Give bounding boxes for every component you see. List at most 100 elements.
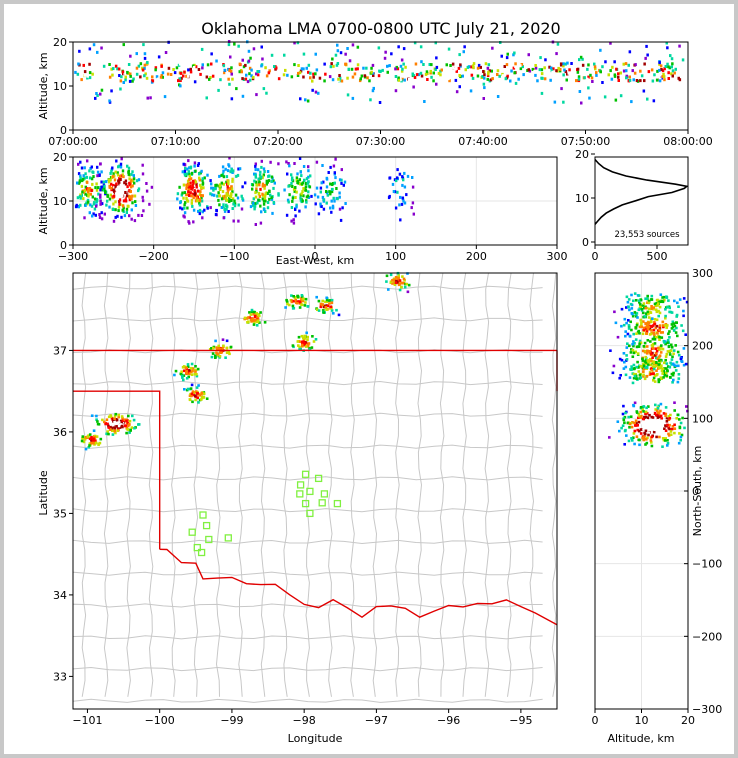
alt-ew-source: [262, 167, 266, 171]
ns-alt-source: [643, 425, 647, 429]
alt-ew-source: [222, 196, 225, 200]
alt-time-source: [677, 76, 680, 80]
alt-ew-source: [220, 197, 224, 201]
alt-ew-source: [86, 159, 89, 163]
alt-time-source: [234, 70, 238, 74]
ns-alt-source: [677, 377, 681, 380]
alt-ew-source: [304, 188, 308, 192]
map-source: [243, 316, 247, 320]
alt-ew-source: [98, 174, 101, 177]
alt-ew-source: [331, 206, 335, 210]
ns-alt-source: [665, 371, 668, 375]
alt-time-source: [273, 65, 276, 68]
alt-time-source: [124, 78, 127, 82]
alt-ew-source: [129, 181, 132, 185]
alt-time-source: [210, 69, 214, 73]
map-source: [110, 427, 114, 430]
alt-ew-source: [210, 182, 213, 186]
alt-ew-source: [125, 194, 129, 198]
map-source: [319, 305, 323, 309]
alt-ew-source: [189, 191, 192, 195]
alt-ew-source: [196, 164, 200, 167]
ns-alt-source: [678, 425, 682, 429]
alt-time-source: [477, 63, 481, 67]
alt-ew-source: [287, 200, 290, 204]
ns-alt-source: [668, 353, 672, 356]
alt-ew-source: [317, 212, 321, 216]
alt-time-source: [311, 79, 314, 83]
alt-time-source: [595, 71, 598, 75]
map-source: [290, 294, 293, 297]
alt-time-source: [435, 82, 438, 86]
alt-time-source: [247, 49, 251, 53]
alt-time-source: [395, 65, 398, 69]
map-source: [393, 283, 397, 286]
alt-time-source: [506, 52, 509, 56]
alt-ew-source: [338, 178, 342, 182]
alt-ew-source: [92, 175, 95, 179]
county-line: [283, 272, 288, 697]
map-source: [246, 321, 249, 324]
ns-alt-source: [647, 301, 651, 305]
map-source: [187, 375, 190, 379]
alt-time-source: [413, 76, 417, 79]
ns-alt-source: [639, 410, 642, 414]
alt-time-source: [603, 95, 607, 99]
alt-time-source: [528, 72, 531, 76]
alt-ew-source: [110, 169, 113, 173]
map-source: [137, 423, 141, 426]
map-source: [190, 373, 194, 376]
alt-time-source: [517, 77, 520, 81]
alt-time-source: [583, 76, 586, 80]
alt-ew-source: [189, 181, 192, 185]
alt-ew-source: [261, 182, 265, 186]
county-line: [72, 412, 543, 417]
alt-ew-source: [326, 193, 329, 197]
alt-time-source: [143, 52, 147, 56]
alt-ew-source: [92, 212, 95, 216]
map-source: [317, 309, 321, 312]
alt-time-source: [205, 96, 208, 100]
alt-ew-source: [288, 193, 291, 197]
ns-alt-source: [658, 354, 662, 357]
alt-time-source: [237, 44, 240, 48]
ns-alt-source: [668, 427, 671, 431]
alt-time-source: [241, 94, 245, 98]
ns-alt-source: [650, 307, 653, 311]
map-source: [109, 423, 112, 426]
ns-alt-source: [648, 350, 651, 353]
ns-alt-source: [644, 355, 647, 359]
map-source-density: [80, 271, 411, 451]
ns-alt-source: [685, 405, 688, 408]
alt-time-source: [193, 63, 196, 67]
map-source: [292, 306, 296, 310]
county-line: [81, 272, 87, 697]
alt-ew-source: [191, 204, 194, 208]
alt-time-source: [146, 61, 149, 64]
alt-time-source: [455, 69, 458, 73]
map-source: [407, 283, 411, 287]
alt-ew-source: [230, 187, 234, 191]
station-marker: [301, 470, 310, 478]
alt-ew-source: [103, 186, 106, 190]
alt-ew-source: [260, 210, 263, 214]
map-source: [190, 392, 194, 396]
map-source: [322, 309, 325, 312]
map-source: [133, 426, 136, 430]
alt-ew-source: [236, 196, 240, 200]
ns-alt-source: [651, 324, 655, 327]
ns-alt-source: [664, 316, 667, 320]
alt-time-source: [611, 65, 614, 69]
map-source: [389, 273, 393, 277]
alt-ew-source: [225, 175, 229, 179]
map-source: [337, 313, 341, 317]
alt-time-source: [496, 95, 500, 98]
alt-time-source: [589, 73, 592, 77]
station-marker: [193, 543, 201, 552]
alt-ew-source: [187, 185, 190, 189]
alt-ew-source: [228, 156, 231, 160]
alt-time-source: [146, 96, 149, 100]
alt-time-source: [135, 72, 139, 76]
alt-ew-source: [231, 207, 234, 210]
station-marker: [202, 521, 211, 530]
